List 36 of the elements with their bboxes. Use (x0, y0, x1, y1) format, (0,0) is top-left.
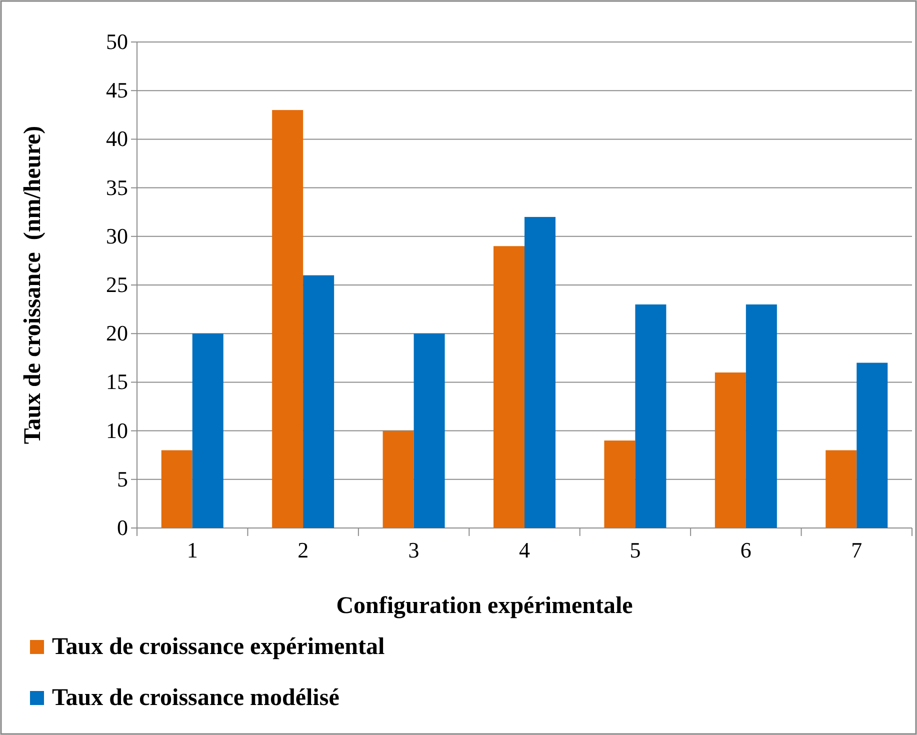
bar (272, 110, 304, 528)
bar (635, 304, 666, 528)
legend-label: Taux de croissance expérimental (52, 634, 385, 660)
y-tick-label: 0 (117, 515, 128, 540)
y-tick-label: 5 (117, 466, 128, 492)
y-tick-label: 45 (106, 78, 128, 103)
x-tick-label: 1 (186, 538, 198, 563)
x-axis-title: Configuration expérimentale (336, 593, 634, 619)
y-tick-label: 30 (106, 223, 128, 248)
x-tick-label: 7 (851, 538, 862, 563)
x-tick-label: 6 (740, 538, 752, 563)
y-tick-label: 10 (106, 418, 128, 443)
x-tick-label: 4 (519, 538, 530, 563)
y-tick-label: 50 (106, 29, 128, 54)
bar (826, 450, 857, 528)
y-tick-label: 25 (106, 272, 128, 298)
bar (604, 440, 636, 528)
bar (192, 334, 224, 528)
y-axis-title: Taux de croissance (nm/heure) (20, 126, 46, 444)
y-tick-label: 20 (106, 320, 128, 346)
legend-label: Taux de croissance modélisé (52, 685, 340, 711)
bar (856, 362, 888, 528)
bar (303, 275, 334, 528)
y-tick-label: 35 (106, 174, 128, 200)
bar (746, 304, 777, 528)
bar (382, 430, 414, 528)
bar (414, 334, 445, 528)
x-tick-label: 2 (298, 538, 309, 563)
bar (494, 246, 524, 528)
x-tick-label: 3 (408, 538, 420, 563)
bar (161, 450, 192, 528)
y-tick-label: 40 (106, 126, 128, 152)
y-tick-label: 15 (106, 369, 128, 394)
x-tick-label: 5 (630, 538, 641, 563)
bar (714, 372, 746, 528)
bar (524, 216, 556, 528)
